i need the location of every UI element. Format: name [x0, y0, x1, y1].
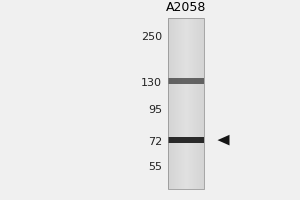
Bar	[168, 78, 204, 84]
Bar	[180, 18, 181, 189]
Bar	[189, 18, 190, 189]
Bar	[191, 18, 192, 189]
Bar	[181, 18, 182, 189]
Text: 72: 72	[148, 137, 162, 147]
Bar	[188, 18, 189, 189]
Polygon shape	[218, 135, 230, 145]
Bar	[196, 18, 197, 189]
Bar	[190, 18, 191, 189]
Bar	[186, 18, 187, 189]
Bar	[193, 18, 194, 189]
Bar	[170, 18, 171, 189]
Text: 95: 95	[148, 105, 162, 115]
Bar	[173, 18, 174, 189]
Bar	[182, 18, 183, 189]
Bar	[168, 137, 204, 143]
Bar	[199, 18, 200, 189]
Bar	[187, 18, 188, 189]
Bar	[176, 18, 177, 189]
Bar	[172, 18, 173, 189]
Bar	[183, 18, 184, 189]
Bar	[201, 18, 202, 189]
Bar	[198, 18, 199, 189]
Text: A2058: A2058	[166, 1, 206, 14]
Text: 130: 130	[141, 78, 162, 88]
Bar	[197, 18, 198, 189]
Bar	[168, 18, 204, 189]
Bar	[179, 18, 180, 189]
Bar	[203, 18, 204, 189]
Bar	[200, 18, 201, 189]
Bar	[174, 18, 175, 189]
Bar	[178, 18, 179, 189]
Bar	[171, 18, 172, 189]
Bar	[168, 18, 169, 189]
Bar	[202, 18, 203, 189]
Bar	[185, 18, 186, 189]
Bar	[192, 18, 193, 189]
Bar	[184, 18, 185, 189]
Bar	[194, 18, 195, 189]
Bar	[175, 18, 176, 189]
Bar	[169, 18, 170, 189]
Bar	[195, 18, 196, 189]
Text: 55: 55	[148, 162, 162, 172]
Text: 250: 250	[141, 32, 162, 42]
Bar	[177, 18, 178, 189]
